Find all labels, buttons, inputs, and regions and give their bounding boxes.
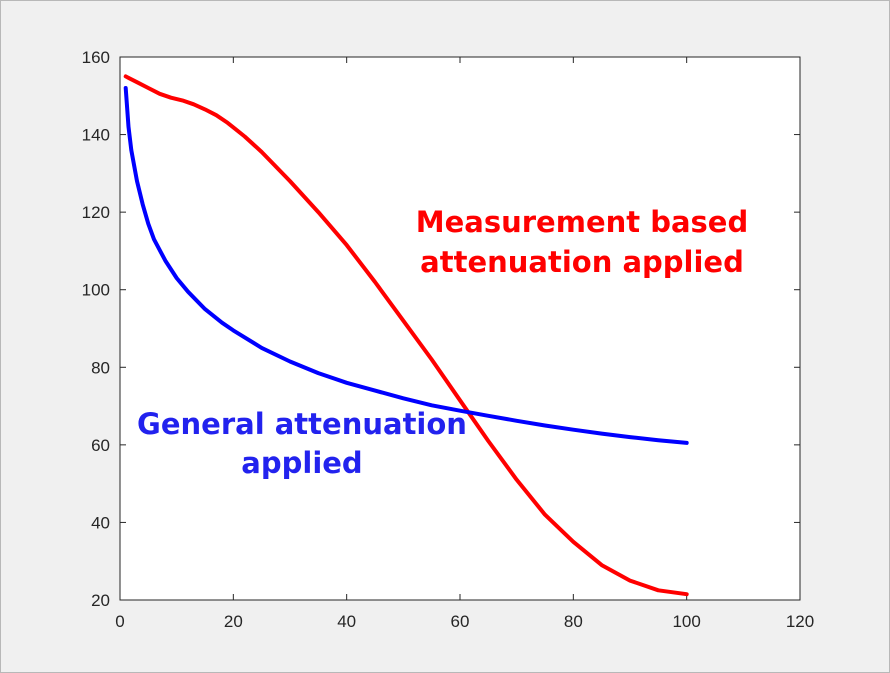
x-tick-label: 80 — [564, 612, 583, 631]
x-tick-label: 20 — [224, 612, 243, 631]
y-tick-label: 120 — [82, 203, 110, 222]
annotation-general-attenuation-line-1: General attenuation — [137, 407, 467, 441]
annotation-measurement-based-line-2: attenuation applied — [420, 245, 744, 279]
y-tick-label: 40 — [91, 513, 110, 532]
x-tick-label: 100 — [672, 612, 700, 631]
y-tick-label: 80 — [91, 358, 110, 377]
annotations: Measurement based attenuation applied Gene… — [137, 205, 748, 480]
annotation-general-attenuation-line-2: applied — [241, 446, 362, 480]
y-tick-label: 160 — [82, 48, 110, 67]
annotation-measurement-based-line-1: Measurement based — [416, 205, 748, 239]
x-tick-label: 60 — [451, 612, 470, 631]
blue-series-line — [123, 86, 689, 445]
series-group — [123, 74, 689, 597]
x-tick-label: 0 — [115, 612, 124, 631]
x-tick-label: 120 — [786, 612, 814, 631]
y-tick-label: 140 — [82, 126, 110, 145]
y-tick-label: 100 — [82, 281, 110, 300]
y-tick-label: 60 — [91, 436, 110, 455]
axis-ticks: 0 20 40 60 80 100 120 20 40 60 80 100 120 140 160 — [82, 48, 815, 631]
y-tick-label: 20 — [91, 591, 110, 610]
x-tick-label: 40 — [337, 612, 356, 631]
red-series-line — [123, 74, 689, 597]
plot-area — [119, 56, 801, 601]
